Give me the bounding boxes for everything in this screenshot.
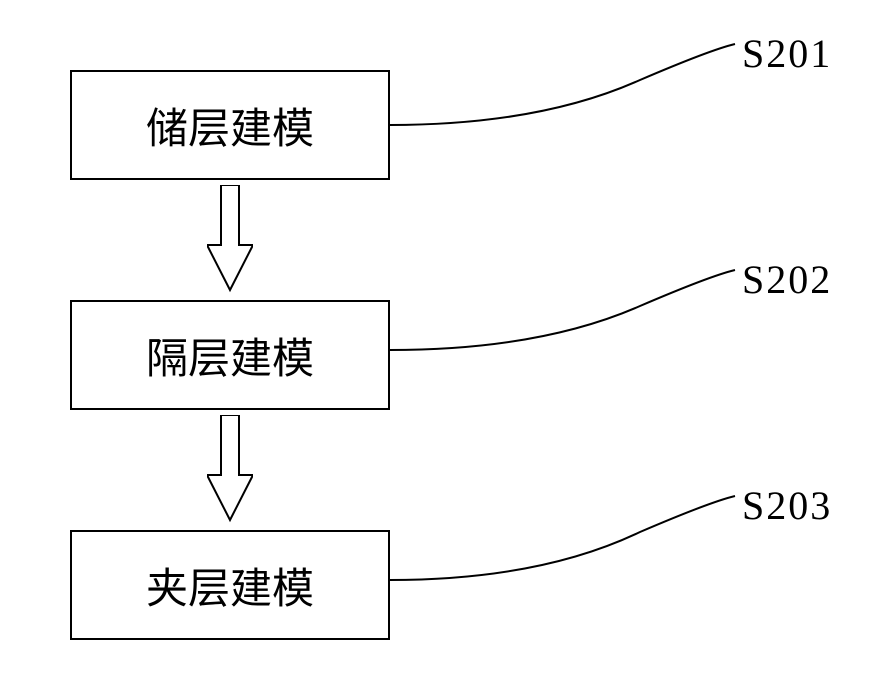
box-text-1: 储层建模	[146, 95, 314, 156]
leader-curve-2	[390, 246, 740, 376]
box-text-3: 夹层建模	[146, 555, 314, 616]
flowchart-container: 储层建模 S201 隔层建模 S202 夹层建模 S203	[0, 0, 891, 694]
step-label-3: S203	[742, 482, 832, 529]
flowchart-box-2: 隔层建模	[70, 300, 390, 410]
leader-curve-3	[390, 472, 740, 602]
flowchart-box-1: 储层建模	[70, 70, 390, 180]
step-label-2: S202	[742, 256, 832, 303]
leader-curve-1	[390, 20, 740, 150]
box-text-2: 隔层建模	[146, 325, 314, 386]
step-label-1: S201	[742, 30, 832, 77]
flowchart-box-3: 夹层建模	[70, 530, 390, 640]
flow-arrow-2	[207, 415, 253, 525]
flow-arrow-1	[207, 185, 253, 295]
